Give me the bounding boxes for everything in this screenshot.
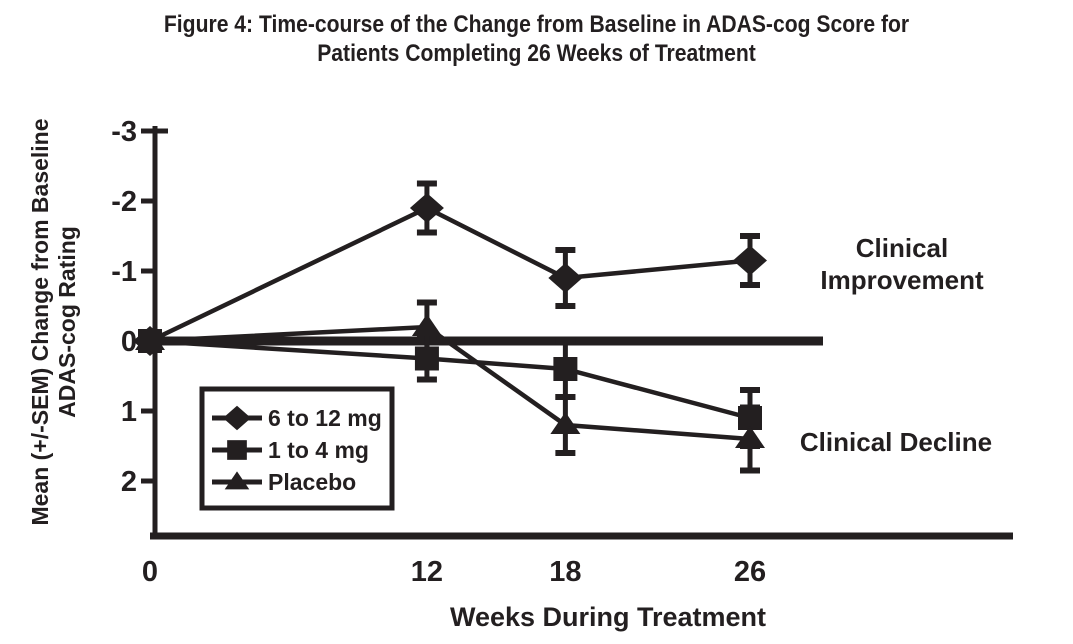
legend-label: 6 to 12 mg [268, 405, 382, 431]
x-axis-label: Weeks During Treatment [449, 602, 767, 632]
figure-title: Figure 4: Time-course of the Change from… [64, 10, 1008, 68]
y-tick-label: -3 [111, 116, 137, 148]
legend-label: 1 to 4 mg [268, 437, 369, 463]
x-axis: 0 12 18 26 [142, 532, 1013, 588]
line-placebo [149, 324, 751, 442]
annotation-clinical-improvement-line2: Improvement [820, 265, 984, 295]
triangle-marker-icon [135, 328, 165, 350]
y-axis: -3 -2 -1 0 1 2 [111, 116, 168, 539]
line-1-to-4-mg [149, 338, 751, 421]
diamond-marker-icon [223, 405, 251, 431]
triangle-marker-icon [224, 471, 250, 490]
diamond-marker-icon [548, 263, 583, 293]
x-tick-label: 0 [142, 556, 158, 588]
y-tick-label: -2 [111, 186, 137, 218]
x-tick-label: 18 [549, 556, 581, 588]
y-tick-label: 1 [121, 396, 137, 428]
y-tick-label: 2 [121, 466, 137, 498]
legend-item-1-to-4-mg: 1 to 4 mg [212, 437, 369, 463]
square-marker-icon [553, 357, 578, 381]
x-tick-label: 12 [411, 556, 443, 588]
triangle-marker-icon [550, 412, 581, 434]
square-marker-icon [227, 440, 247, 460]
diamond-marker-icon [733, 245, 767, 276]
line-6-to-12-mg [149, 205, 751, 344]
legend: 6 to 12 mg 1 to 4 mg Placebo [199, 386, 395, 511]
annotation-clinical-improvement: Clinical Improvement [820, 232, 983, 296]
series-points-placebo [135, 299, 765, 474]
y-tick-label: 0 [121, 326, 137, 358]
figure-title-line2: Patients Completing 26 Weeks of Treatmen… [317, 40, 756, 67]
x-tick-label: 26 [734, 556, 766, 588]
y-tick-label: -1 [111, 256, 137, 288]
triangle-marker-icon [735, 426, 765, 448]
legend-item-placebo: Placebo [212, 469, 356, 495]
annotation-clinical-improvement-line1: Clinical [855, 233, 949, 263]
triangle-marker-icon [411, 314, 442, 336]
series-lines [149, 205, 751, 442]
annotation-clinical-decline: Clinical Decline [799, 427, 993, 457]
figure-title-line1: Figure 4: Time-course of the Change from… [163, 11, 910, 38]
legend-item-6-to-12-mg: 6 to 12 mg [212, 405, 382, 431]
diamond-marker-icon [409, 193, 444, 223]
legend-label: Placebo [268, 469, 356, 495]
